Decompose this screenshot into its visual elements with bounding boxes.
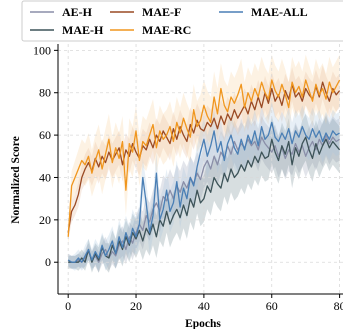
confidence-band <box>68 65 340 241</box>
x-tick-label: 0 <box>65 299 71 313</box>
series-line <box>67 134 340 263</box>
y-tick-label: 20 <box>39 213 51 227</box>
x-tick-label: 40 <box>198 299 210 313</box>
x-axis-title: Epochs <box>185 318 221 329</box>
x-tick-label: 80 <box>334 299 343 313</box>
y-tick-label: 60 <box>39 128 51 142</box>
confidence-band <box>68 54 340 248</box>
y-axis-title: Normalized Score <box>10 136 22 224</box>
y-tick-label: 80 <box>39 86 51 100</box>
series-lines <box>67 79 341 263</box>
legend-label: MAE-H <box>62 23 104 37</box>
tick-labels: 0 20 40 60 80 0 20 40 60 80 100 <box>33 43 343 313</box>
x-tick-label: 60 <box>266 299 278 313</box>
x-tick-label: 20 <box>130 299 142 313</box>
series-line <box>67 79 341 237</box>
series-line <box>68 136 341 263</box>
legend-label: MAE-RC <box>142 23 191 37</box>
y-tick-label: 0 <box>45 255 51 269</box>
legend-label: MAE-ALL <box>251 5 308 19</box>
y-tick-label: 40 <box>39 170 51 184</box>
y-tick-label: 100 <box>33 43 51 57</box>
series-line <box>67 121 340 263</box>
legend-label: MAE-F <box>142 5 181 19</box>
legend: AE-H MAE-H MAE-F MAE-RC MAE-ALL <box>21 0 343 42</box>
legend-label: AE-H <box>62 5 93 19</box>
confidence-band <box>68 101 340 271</box>
axes <box>54 44 343 298</box>
legend-frame <box>21 0 343 42</box>
